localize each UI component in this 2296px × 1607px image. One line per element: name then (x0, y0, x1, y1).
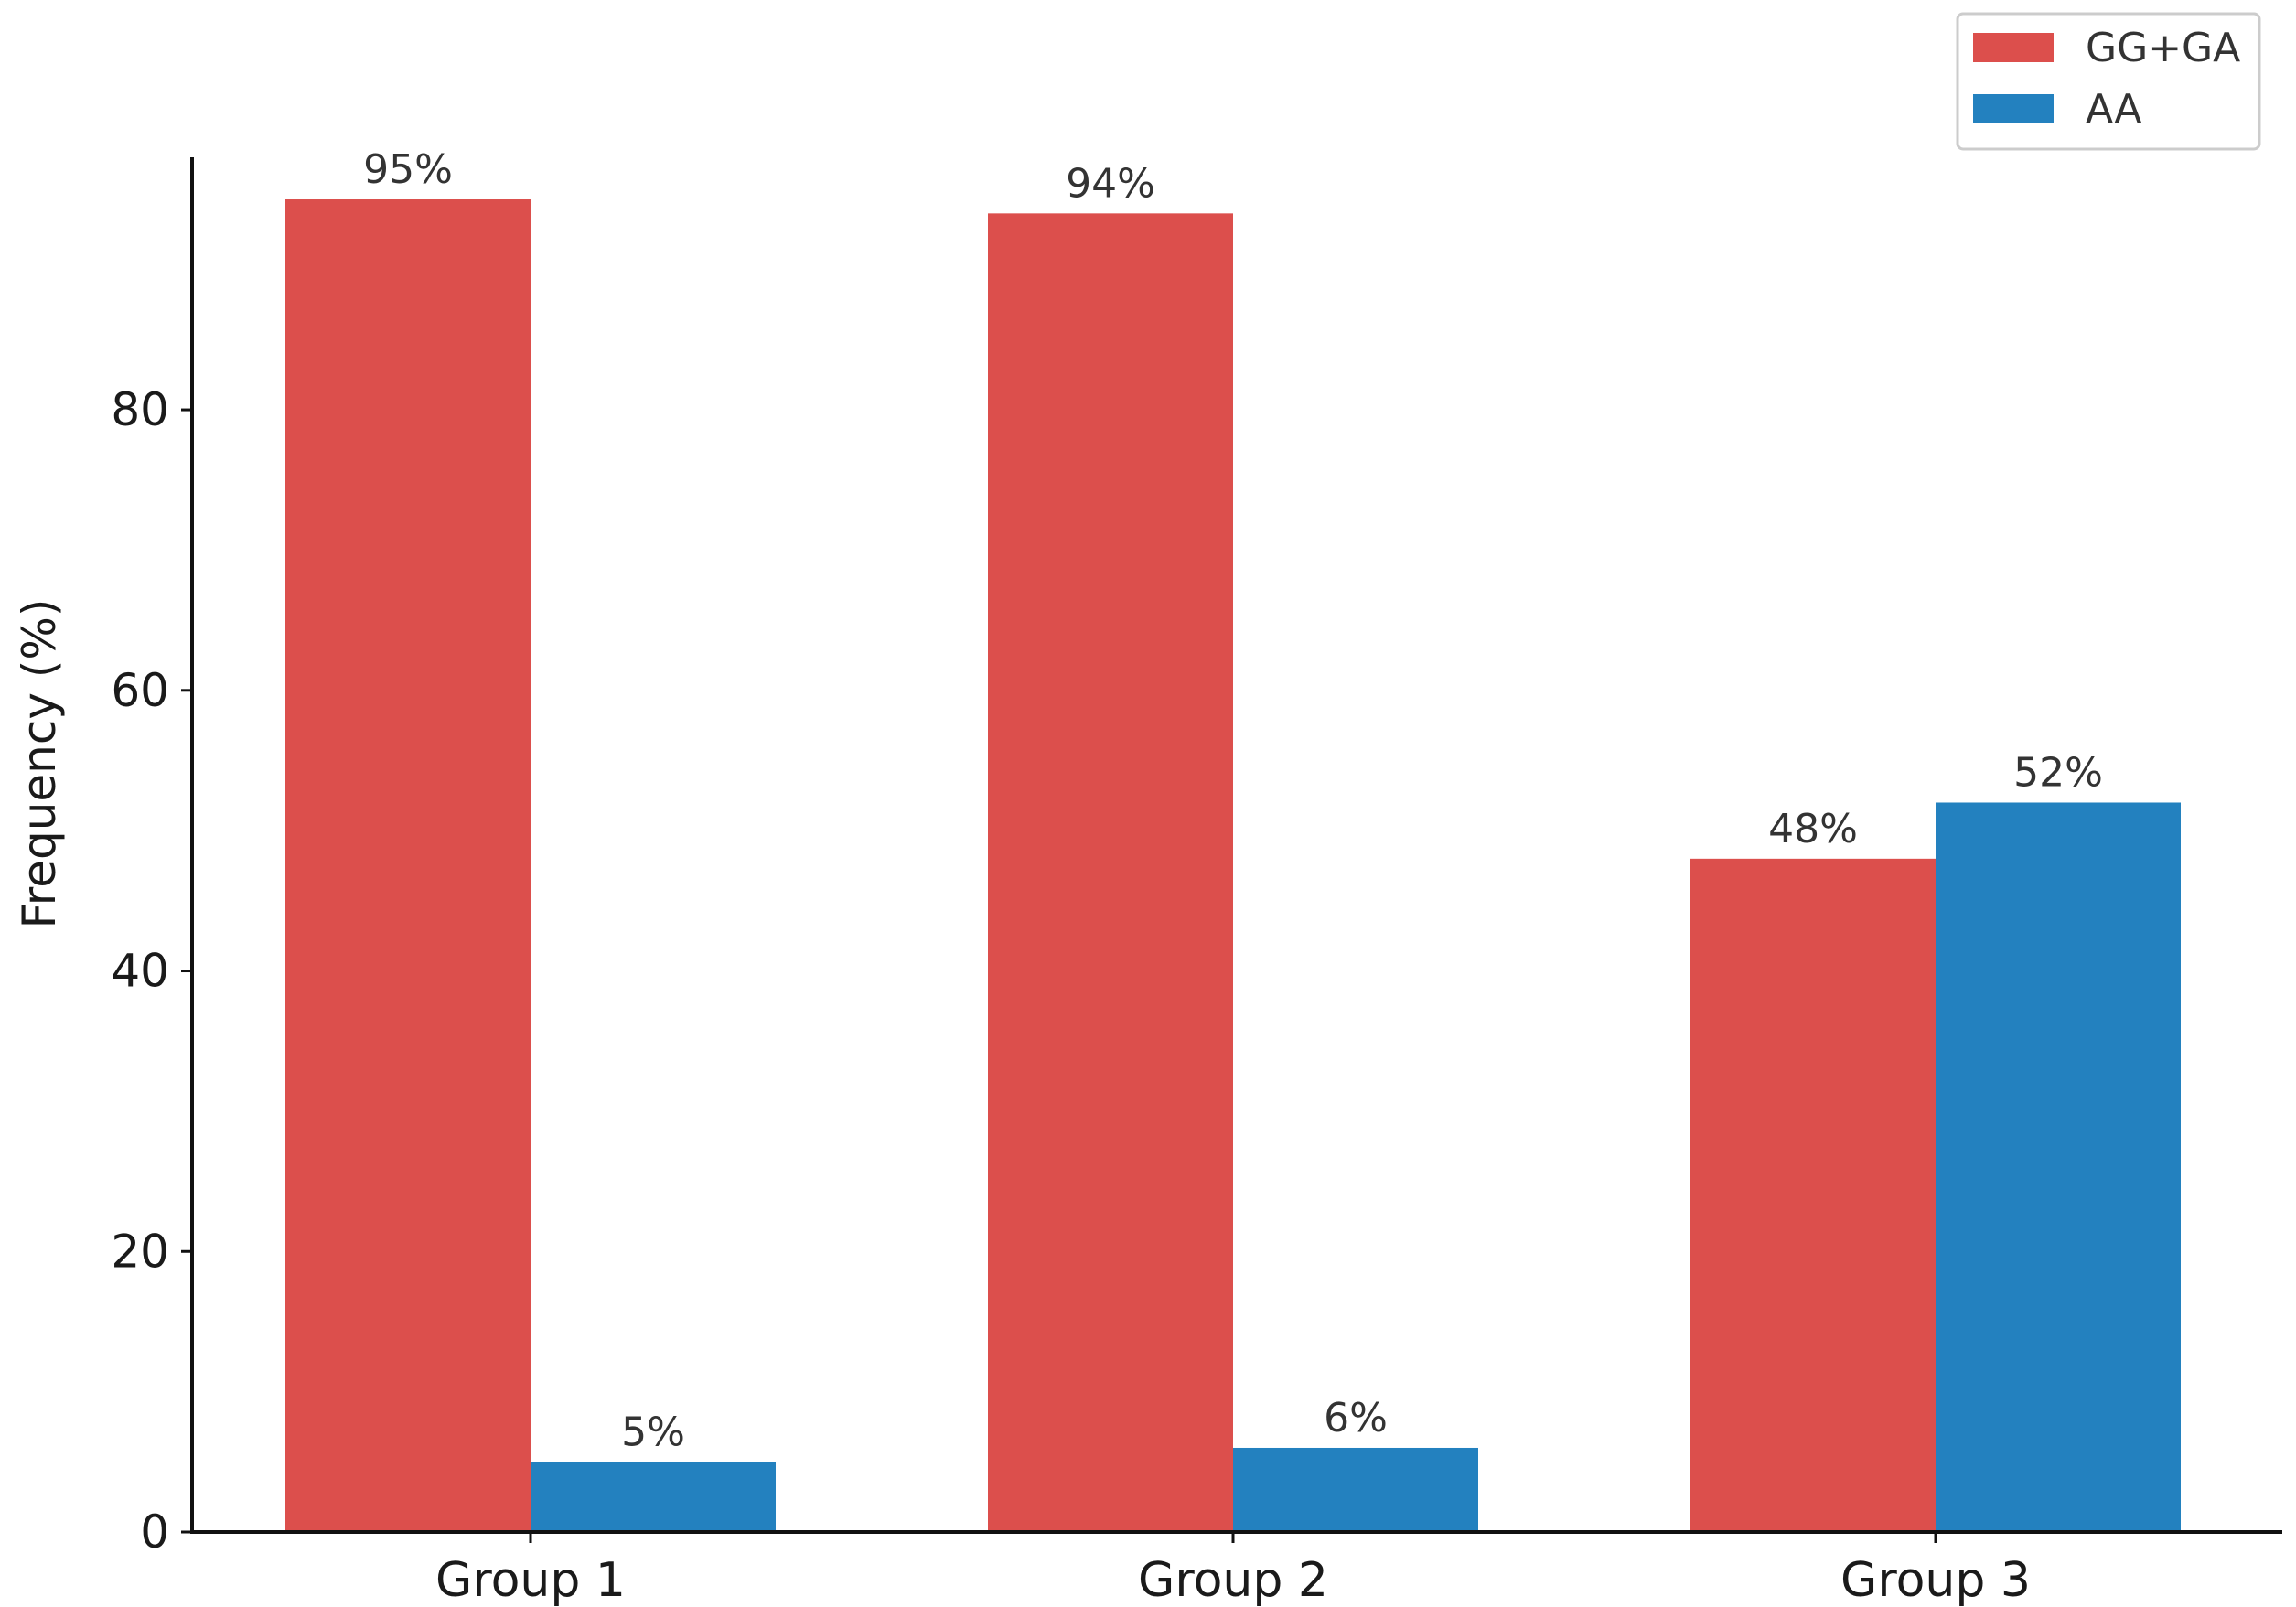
bar-aa-group-2 (1233, 1447, 1478, 1532)
axes (190, 157, 2282, 1534)
value-label: 5% (621, 1409, 685, 1455)
y-tick-label: 20 (111, 1225, 169, 1278)
y-tick-label: 0 (140, 1505, 169, 1559)
value-label: 94% (1066, 160, 1155, 207)
legend-swatch (1973, 94, 2054, 123)
bar-gg-ga-group-1 (285, 199, 531, 1532)
x-tick-label: Group 2 (1138, 1553, 1328, 1607)
x-ticks: Group 1 Group 2 Group 3 (435, 1532, 2031, 1607)
x-tick-label: Group 1 (435, 1553, 626, 1607)
y-tick-label: 60 (111, 664, 169, 717)
value-label: 52% (2013, 749, 2103, 796)
value-label: 48% (1768, 806, 1858, 852)
bar-aa-group-3 (1936, 802, 2181, 1532)
y-axis-title: Frequency (%) (13, 599, 66, 929)
bars-layer (285, 199, 2181, 1533)
value-label: 6% (1324, 1395, 1388, 1441)
x-tick-label: Group 3 (1840, 1553, 2031, 1607)
bar-aa-group-1 (531, 1462, 776, 1532)
bar-gg-ga-group-2 (988, 213, 1233, 1533)
legend: GG+GA AA (1956, 12, 2261, 151)
y-ticks: 0 20 40 60 80 (111, 383, 192, 1559)
value-labels-layer: 95% 5% 94% 6% 48% 52% (363, 146, 2103, 1455)
value-label: 95% (363, 146, 453, 193)
legend-label: AA (2086, 86, 2141, 133)
legend-label: GG+GA (2086, 25, 2240, 71)
legend-swatch (1973, 33, 2054, 62)
bar-gg-ga-group-3 (1690, 858, 1936, 1532)
y-tick-label: 80 (111, 383, 169, 436)
y-tick-label: 40 (111, 945, 169, 998)
